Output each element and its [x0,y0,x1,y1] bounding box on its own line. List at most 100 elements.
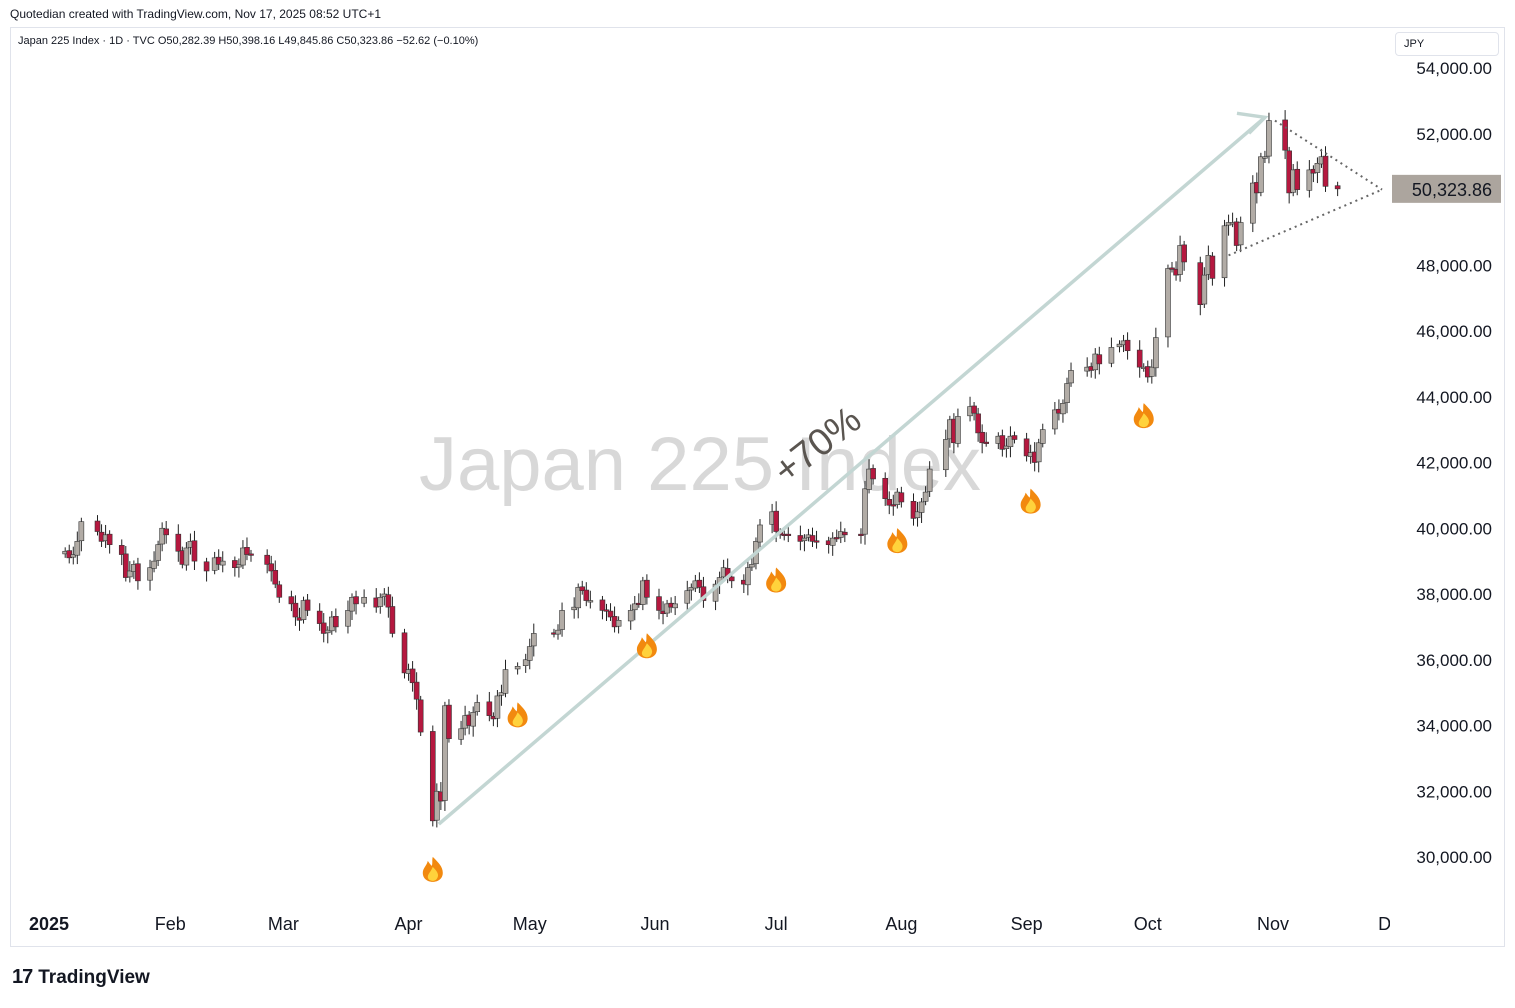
candle [1116,340,1123,353]
candle-body [910,500,917,519]
candle [571,597,577,619]
price-tick-label: 54,000.00 [1416,59,1492,78]
candle [1064,377,1070,414]
candle [74,531,81,565]
price-tick-label: 40,000.00 [1416,519,1492,538]
price-tick-label: 32,000.00 [1416,782,1492,801]
candle [292,595,299,626]
time-tick-label: Feb [155,914,186,934]
candle-body [66,550,73,559]
candle [155,540,161,567]
candle-body [236,564,242,568]
fire-icon [887,528,908,554]
candle-body [215,556,222,565]
candle-body [579,586,586,592]
price-tick-label: 46,000.00 [1416,322,1492,341]
candle-body [409,668,416,684]
candle-body [898,492,905,503]
candle [575,583,582,619]
time-tick-label: Nov [1257,914,1289,934]
candle-body [413,681,420,700]
candle-body [1165,268,1171,338]
candle [1165,264,1171,348]
candle [248,549,254,562]
candle-body [1011,435,1018,440]
candle-body [118,545,125,555]
price-tick-label: 42,000.00 [1416,454,1492,473]
candle [914,501,921,527]
candle [78,517,85,552]
candle [361,589,367,608]
price-tick-label: 38,000.00 [1416,585,1492,604]
candle [191,530,198,571]
candle [866,459,872,494]
candle [603,603,610,621]
candle [1068,362,1074,387]
candle-body [1096,354,1103,365]
candle [1237,216,1244,253]
candle-body [353,596,359,605]
candle-body [304,599,311,611]
price-tick-label: 48,000.00 [1416,256,1492,275]
candle [672,595,678,616]
candle [203,557,210,582]
candle [163,521,169,544]
last-price-label: 50,323.86 [1412,180,1492,200]
candle-body [890,504,897,507]
candle [1258,152,1264,197]
time-tick-label: May [513,914,547,934]
price-tick-label: 30,000.00 [1416,848,1492,867]
time-tick-label: Mar [268,914,299,934]
candle [664,599,670,618]
candle-body [571,606,577,611]
candle-body [886,499,893,506]
candle [70,546,77,565]
candle-body [1052,409,1058,430]
candle-body [1003,445,1010,449]
candle [244,537,250,561]
candle-body [801,537,808,542]
candle [785,526,792,543]
candle [656,588,662,620]
candle [607,603,614,621]
price-tick-label: 36,000.00 [1416,651,1492,670]
candle-body [264,554,270,565]
candle [833,529,840,543]
tradingview-logo: 17 TradingView [12,966,150,989]
candle [1007,426,1014,458]
candle-body [429,731,436,822]
candle-body [175,533,182,552]
time-tick-label: Sep [1011,914,1043,934]
candle [159,522,165,552]
candle [1153,327,1159,377]
candle [599,595,606,620]
fire-icon-inner [1138,413,1149,428]
candle [106,530,113,554]
candle-body [583,589,590,601]
fire-icon-inner [1025,498,1036,513]
candle [1060,399,1066,423]
candle [401,628,408,679]
candle-body [1262,156,1268,159]
candle [1011,431,1018,444]
candle-body [74,541,81,556]
candle [94,515,101,536]
candle [1169,261,1175,273]
candle-body [829,537,836,546]
candle-body [244,547,250,555]
currency-button[interactable]: JPY [1395,32,1499,56]
candle [236,558,242,578]
candle [898,486,905,508]
candle [417,695,424,737]
candle-body [971,405,977,414]
candle [1314,157,1321,184]
candle [268,555,275,582]
fire-icon [1020,488,1041,514]
candle [502,659,509,698]
candle [409,661,416,692]
candle-body [615,619,622,627]
fire-icon [636,633,657,659]
candle [240,540,246,570]
candle [526,638,533,670]
